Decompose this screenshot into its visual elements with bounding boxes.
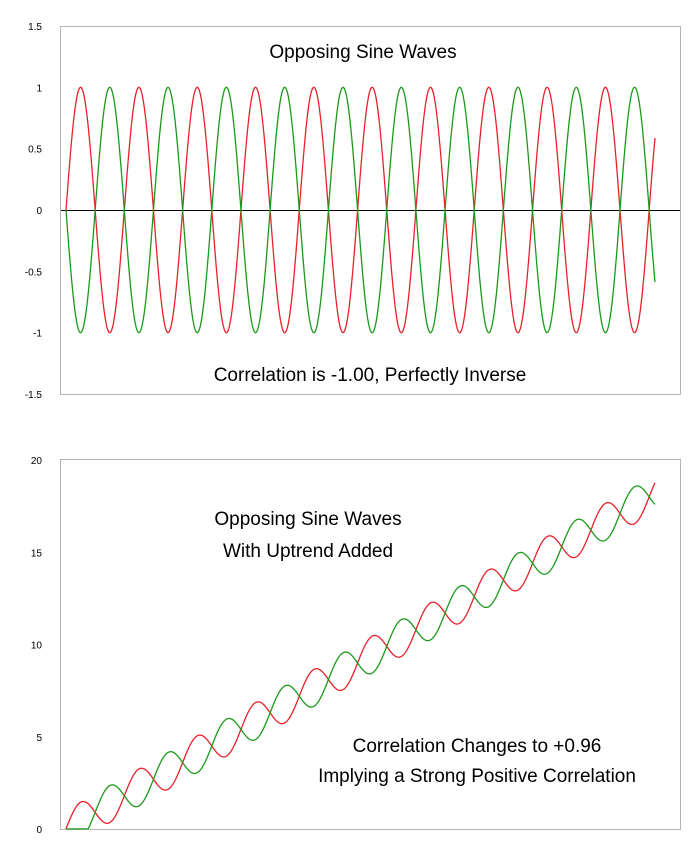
bottom-chart-annotation-line-1: Correlation Changes to +0.96 [353, 736, 602, 757]
bottom-ytick-label: 15 [31, 548, 43, 559]
bottom-chart-annotation-line-2: Implying a Strong Positive Correlation [318, 766, 636, 787]
top-ytick-label: -1 [33, 329, 42, 340]
bottom-series-red-line [65, 482, 656, 830]
bottom-ytick-label: 0 [36, 825, 42, 836]
top-plot-frame [60, 26, 681, 395]
top-chart-annotation: Correlation is -1.00, Perfectly Inverse [214, 365, 527, 386]
bottom-chart-title-line-2: With Uptrend Added [223, 541, 393, 562]
top-ytick-label: -0.5 [25, 267, 43, 278]
top-ytick-label: 1 [36, 83, 42, 94]
top-ytick-label: 1.5 [28, 22, 42, 33]
top-ytick-label: 0 [36, 206, 42, 217]
bottom-series-green-line [65, 485, 656, 830]
top-chart-title: Opposing Sine Waves [269, 42, 456, 63]
bottom-ytick-label: 10 [31, 641, 43, 652]
bottom-plot-frame [60, 459, 681, 830]
bottom-chart-title-line-1: Opposing Sine Waves [214, 509, 401, 530]
top-series-green-line [65, 86, 656, 334]
top-series-red-line [65, 86, 656, 334]
bottom-ytick-label: 20 [31, 456, 43, 467]
top-ytick-label: -1.5 [25, 390, 43, 401]
top-ytick-label: 0.5 [28, 145, 42, 156]
bottom-ytick-label: 5 [36, 733, 42, 744]
